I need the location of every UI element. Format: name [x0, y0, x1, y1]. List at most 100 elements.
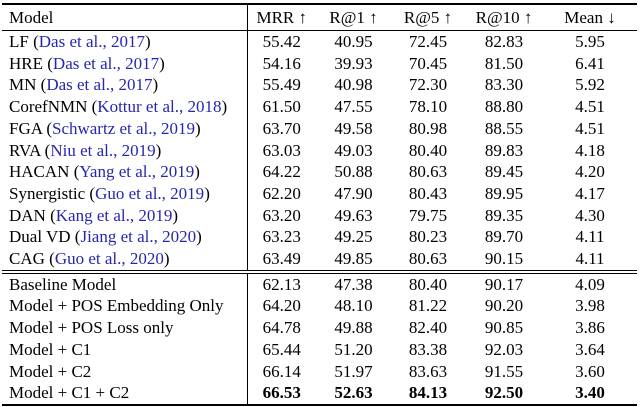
table-row: DAN (Kang et al., 2019) 63.20 49.63 79.75 89…	[2, 204, 637, 227]
model-label: Model + C2	[9, 361, 92, 381]
metric-value: 55.42	[262, 32, 301, 51]
metric-value: 4.11	[575, 227, 605, 247]
metric-value: 4.20	[575, 162, 605, 182]
table-row: FGA (Schwartz et al., 2019) 63.70 49.58 80.…	[2, 117, 637, 140]
metric-value: 62.13	[247, 269, 316, 296]
citation-link[interactable]: Das et al., 2017	[46, 75, 153, 95]
model-cell: Model + C1 + C2	[2, 382, 248, 405]
citation-link[interactable]: Jiang et al., 2020	[80, 227, 197, 247]
metric-value: 63.20	[262, 205, 301, 225]
table-row: RVA (Niu et al., 2019) 63.03 49.03 80.40 89.…	[2, 139, 637, 162]
model-label: )	[204, 183, 210, 203]
metric-value: 80.98	[408, 118, 448, 138]
metric-value: 3.98	[575, 296, 605, 316]
citation-link[interactable]: Kottur et al., 2018	[97, 97, 222, 117]
table-header: Model MRR ↑ R@1 ↑ R@5 ↑ R@10 ↑ Mean ↓	[2, 4, 637, 31]
metric-value: 3.60	[575, 361, 605, 381]
metric-value: 62.20	[262, 183, 301, 203]
model-label: )	[159, 53, 165, 73]
metric-value: 79.75	[408, 205, 448, 225]
metric-value: 89.95	[484, 183, 524, 203]
table-row: Dual VD (Jiang et al., 2020) 63.23 49.25 80…	[2, 226, 637, 249]
metric-value: 4.30	[575, 205, 605, 225]
metric-value: 70.45	[408, 53, 448, 73]
metric-value: 63.49	[262, 249, 301, 269]
model-label: )	[221, 97, 228, 117]
table-row: Model + C1 65.44 51.20 83.38 92.03 3.64	[2, 338, 637, 361]
table-row: MN (Das et al., 2017) 55.49 40.98 72.30 83.3…	[2, 74, 637, 97]
column-header-metric: Mean ↓	[543, 4, 637, 31]
metric-value: 64.22	[262, 162, 301, 182]
model-label: Model + C1	[9, 339, 92, 359]
metric-value: 92.03	[484, 339, 524, 359]
metric-value: 66.53	[262, 383, 301, 403]
table-row: LF (Das et al., 2017) 55.42 40.95 72.45 82.8…	[2, 30, 637, 53]
model-cell: Dual VD (Jiang et al., 2020)	[2, 226, 248, 249]
metric-value: 90.20	[484, 296, 524, 316]
model-label: )	[152, 75, 159, 95]
column-header-metric: R@10 ↑	[465, 4, 543, 31]
model-cell: HRE (Das et al., 2017)	[2, 52, 248, 75]
table-row: Model + POS Loss only 64.78 49.88 82.40 90.8…	[2, 317, 637, 339]
citation-link[interactable]: Schwartz et al., 2019	[51, 118, 196, 138]
model-label: Model + C1 + C2	[9, 383, 130, 403]
model-cell: Baseline Model	[2, 269, 248, 296]
metric-value: 64.78	[262, 318, 301, 338]
model-label: MN (	[9, 75, 47, 95]
metric-value: 5.92	[575, 75, 605, 95]
model-label: Synergistic (	[9, 183, 96, 203]
metric-value: 82.40	[408, 318, 448, 338]
metric-value: 66.14	[262, 361, 301, 381]
metric-value: 63.23	[262, 227, 301, 247]
metric-value: 80.40	[408, 140, 448, 160]
metric-value: 55.49	[262, 75, 301, 95]
metric-value: 5.95	[575, 32, 605, 51]
column-header-model: Model	[2, 4, 248, 31]
metric-value: 82.83	[484, 32, 524, 51]
table-row: CorefNMN (Kottur et al., 2018) 61.50 47.55…	[2, 96, 637, 118]
model-label: )	[144, 32, 151, 51]
metric-value: 72.45	[408, 32, 448, 51]
metric-value: 50.88	[334, 162, 373, 182]
model-label: )	[163, 249, 170, 269]
metric-value: 83.63	[408, 361, 448, 381]
citation-link[interactable]: Das et al., 2017	[52, 53, 160, 73]
metric-value: 81.50	[484, 53, 524, 73]
model-cell: Model + POS Embedding Only	[2, 295, 248, 318]
model-label: CAG (	[9, 249, 55, 269]
citation-link[interactable]: Guo et al., 2020	[54, 249, 164, 269]
metric-value: 40.98	[334, 75, 373, 95]
metric-value: 80.63	[408, 162, 448, 182]
table-row: Model + C1 + C2 66.53 52.63 84.13 92.50 3.40	[2, 382, 637, 405]
metric-value: 3.40	[575, 383, 605, 403]
citation-link[interactable]: Das et al., 2017	[38, 32, 145, 51]
metric-value: 49.63	[334, 205, 373, 225]
metric-value: 72.30	[408, 75, 448, 95]
citation-link[interactable]: Kang et al., 2019	[55, 205, 173, 225]
model-label: )	[195, 118, 201, 138]
metric-value: 84.13	[408, 383, 448, 403]
model-cell: MN (Das et al., 2017)	[2, 74, 248, 97]
model-cell: Model + C2	[2, 360, 248, 383]
citation-link[interactable]: Yang et al., 2019	[79, 162, 195, 182]
metric-value: 51.20	[334, 339, 373, 359]
table-row: Baseline Model 62.13 47.38 80.40 90.17 4.09	[2, 269, 637, 296]
metric-value: 89.70	[484, 227, 524, 247]
metric-value: 54.16	[262, 53, 301, 73]
metric-value: 49.03	[334, 140, 373, 160]
metric-value: 80.40	[391, 269, 465, 296]
citation-link[interactable]: Guo et al., 2019	[95, 183, 205, 203]
model-cell: FGA (Schwartz et al., 2019)	[2, 117, 248, 140]
metric-value: 4.51	[575, 97, 605, 117]
table-row: HRE (Das et al., 2017) 54.16 39.93 70.45 81.…	[2, 52, 637, 75]
metric-value: 88.80	[484, 97, 524, 117]
column-header-metric: R@5 ↑	[391, 4, 465, 31]
metric-value: 80.63	[408, 249, 448, 269]
model-label: )	[194, 162, 200, 182]
table-row: Model + POS Embedding Only 64.20 48.10 81.2…	[2, 295, 637, 318]
citation-link[interactable]: Niu et al., 2019	[50, 140, 156, 160]
metric-value: 4.51	[575, 118, 605, 138]
model-label: )	[155, 140, 162, 160]
metric-value: 47.90	[334, 183, 373, 203]
